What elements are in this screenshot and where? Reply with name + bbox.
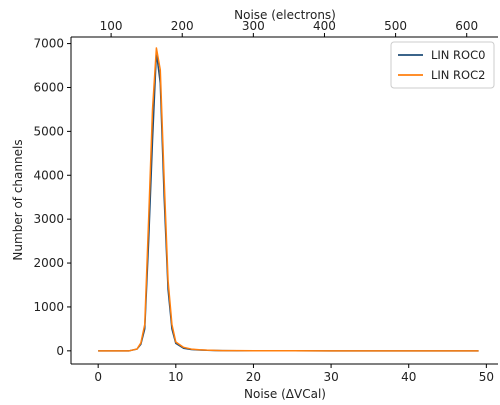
x-tick-label: 0: [94, 370, 102, 384]
legend-label-1: LIN ROC0: [431, 48, 485, 62]
top-x-tick-label: 200: [171, 19, 194, 33]
series-line-2: [98, 47, 479, 352]
y-tick-label: 3000: [33, 212, 64, 226]
top-x-axis-label: Noise (electrons): [234, 8, 336, 22]
y-tick-label: 5000: [33, 124, 64, 138]
x-axis-label: Noise (ΔVCal): [244, 387, 326, 401]
x-tick-label: 40: [401, 370, 416, 384]
legend-label-2: LIN ROC2: [431, 68, 485, 82]
y-tick-label: 7000: [33, 37, 64, 51]
y-tick-label: 1000: [33, 300, 64, 314]
legend-box: [390, 41, 495, 89]
series-line-1: [98, 51, 479, 352]
top-x-tick-label: 400: [313, 19, 336, 33]
top-x-tick-label: 300: [242, 19, 265, 33]
y-axis-label: Number of channels: [11, 139, 25, 260]
y-tick-label: 0: [56, 344, 64, 358]
y-tick-label: 4000: [33, 168, 64, 182]
x-tick-label: 10: [168, 370, 183, 384]
x-tick-label: 30: [323, 370, 338, 384]
x-tick-label: 20: [246, 370, 261, 384]
legend: LIN ROC0 LIN ROC2: [390, 41, 495, 89]
x-tick-label: 50: [479, 370, 494, 384]
top-x-tick-label: 600: [455, 19, 478, 33]
top-x-tick-label: 100: [100, 19, 123, 33]
y-tick-label: 6000: [33, 80, 64, 94]
top-x-tick-label: 500: [384, 19, 407, 33]
y-tick-label: 2000: [33, 256, 64, 270]
